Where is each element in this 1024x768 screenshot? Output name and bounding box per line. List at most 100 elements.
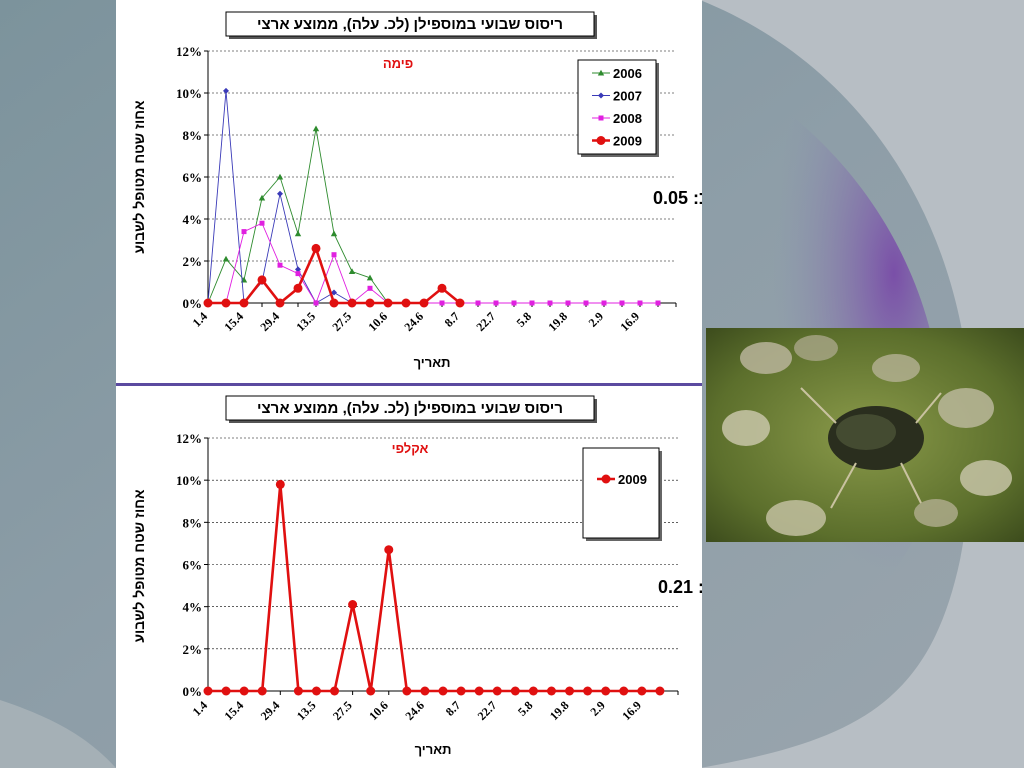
y-axis-label: אחוז שטח מטופל לשבוע bbox=[131, 489, 147, 643]
y-tick-label: 4% bbox=[183, 600, 203, 615]
data-point-2008 bbox=[241, 229, 247, 235]
x-axis-label: תאריך bbox=[414, 355, 451, 370]
series-line-2006 bbox=[207, 128, 389, 304]
title-box bbox=[225, 395, 595, 421]
chart-panel-top: ריסוס שבועי במוספילן (לכ. עלה), ממוצע אר… bbox=[116, 0, 702, 384]
legend-label: 2008 bbox=[613, 111, 642, 126]
data-point-2009 bbox=[330, 686, 340, 696]
series-2008 bbox=[205, 220, 661, 306]
data-point-2008 bbox=[331, 252, 337, 258]
x-tick-label: 29.4 bbox=[258, 698, 283, 723]
x-tick-label: 22.7 bbox=[473, 309, 498, 334]
data-point-2009 bbox=[221, 298, 231, 308]
crop-subtitle: פימה bbox=[383, 56, 413, 71]
legend-marker bbox=[597, 69, 605, 76]
legend-marker bbox=[598, 92, 604, 99]
x-tick-label: 27.5 bbox=[330, 698, 355, 723]
data-point-2009 bbox=[546, 686, 556, 696]
data-point-2008 bbox=[637, 300, 643, 306]
legend-label: 2009 bbox=[613, 134, 642, 149]
x-tick-label: 8.7 bbox=[442, 309, 463, 330]
chart-title: ריסוס שבועי במוספילן (לכ. עלה), ממוצע אר… bbox=[257, 400, 563, 417]
data-point-2009 bbox=[365, 298, 375, 308]
chart-panel-bottom: ריסוס שבועי במוספילן (לכ. עלה), ממוצע אר… bbox=[116, 386, 702, 768]
data-point-2007 bbox=[223, 87, 229, 94]
data-point-2008 bbox=[367, 285, 373, 291]
y-tick-label: 12% bbox=[176, 431, 202, 446]
x-tick-label: 19.8 bbox=[545, 309, 570, 334]
series-2009 bbox=[203, 243, 465, 308]
data-point-2008 bbox=[565, 300, 571, 306]
data-point-2009 bbox=[275, 298, 285, 308]
chart-pima: ריסוס שבועי במוספילן (לכ. עלה), ממוצע אר… bbox=[131, 11, 702, 370]
x-tick-label: 27.5 bbox=[329, 309, 354, 334]
data-point-2008 bbox=[655, 300, 661, 306]
data-point-2006 bbox=[294, 230, 302, 237]
legend-marker bbox=[596, 136, 606, 145]
y-tick-label: 4% bbox=[183, 212, 203, 227]
data-point-2006 bbox=[330, 230, 338, 237]
data-point-2009 bbox=[619, 686, 629, 696]
title-box bbox=[225, 11, 595, 37]
data-point-2009 bbox=[203, 298, 213, 308]
data-point-2009 bbox=[492, 686, 502, 696]
series-line-2008 bbox=[208, 222, 658, 305]
x-axis-label: תאריך bbox=[415, 742, 452, 757]
legend-marker bbox=[601, 474, 611, 484]
data-point-2009 bbox=[257, 686, 267, 696]
data-point-2008 bbox=[475, 300, 481, 306]
data-point-2009 bbox=[528, 686, 538, 696]
data-point-2008 bbox=[511, 300, 517, 306]
data-point-2009 bbox=[347, 298, 357, 308]
y-tick-label: 0% bbox=[183, 684, 203, 699]
data-point-2008 bbox=[529, 300, 535, 306]
x-tick-label: 24.6 bbox=[402, 698, 427, 723]
data-point-2009 bbox=[420, 686, 430, 696]
legend-label: 2007 bbox=[613, 89, 642, 104]
y-tick-label: 8% bbox=[183, 515, 203, 530]
data-point-2009 bbox=[637, 686, 647, 696]
data-point-2009 bbox=[203, 686, 213, 696]
legend-box bbox=[577, 59, 657, 155]
data-point-2009 bbox=[293, 283, 303, 293]
panel-divider bbox=[116, 383, 702, 386]
data-point-2008 bbox=[277, 262, 283, 268]
data-point-2008 bbox=[259, 220, 265, 226]
y-tick-label: 2% bbox=[183, 642, 203, 657]
data-point-2009 bbox=[257, 275, 267, 285]
aphids-photo-icon bbox=[706, 328, 1024, 542]
x-tick-label: 15.4 bbox=[222, 698, 247, 723]
data-point-2009 bbox=[583, 686, 593, 696]
data-point-2009 bbox=[311, 686, 321, 696]
data-point-2008 bbox=[313, 300, 319, 306]
legend-label: 2006 bbox=[613, 66, 642, 81]
data-point-2009 bbox=[565, 686, 575, 696]
data-point-2006 bbox=[222, 255, 230, 262]
x-tick-label: 24.6 bbox=[401, 309, 426, 334]
data-point-2008 bbox=[583, 300, 589, 306]
data-point-2008 bbox=[601, 300, 607, 306]
x-tick-label: 13.5 bbox=[293, 309, 318, 334]
data-point-2009 bbox=[419, 298, 429, 308]
x-tick-label: 15.4 bbox=[221, 309, 246, 334]
data-point-2008 bbox=[547, 300, 553, 306]
x-tick-label: 10.6 bbox=[366, 698, 391, 723]
data-point-2009 bbox=[474, 686, 484, 696]
series-2006 bbox=[204, 125, 392, 306]
y-tick-label: 2% bbox=[183, 254, 203, 269]
x-tick-label: 22.7 bbox=[475, 698, 500, 723]
x-tick-label: 16.9 bbox=[617, 309, 642, 334]
x-tick-label: 1.4 bbox=[190, 309, 211, 330]
data-point-2006 bbox=[312, 125, 320, 132]
legend-marker bbox=[598, 115, 604, 121]
x-tick-label: 5.8 bbox=[514, 309, 535, 330]
x-tick-label: 10.6 bbox=[365, 309, 390, 334]
data-point-2009 bbox=[510, 686, 520, 696]
data-point-2009 bbox=[311, 243, 321, 253]
x-tick-label: 29.4 bbox=[257, 309, 282, 334]
crop-subtitle: אקלפי bbox=[392, 441, 429, 456]
data-point-2007 bbox=[331, 289, 337, 296]
y-tick-label: 6% bbox=[183, 170, 203, 185]
x-tick-label: 2.9 bbox=[586, 309, 607, 330]
x-tick-label: 1.4 bbox=[190, 698, 211, 719]
